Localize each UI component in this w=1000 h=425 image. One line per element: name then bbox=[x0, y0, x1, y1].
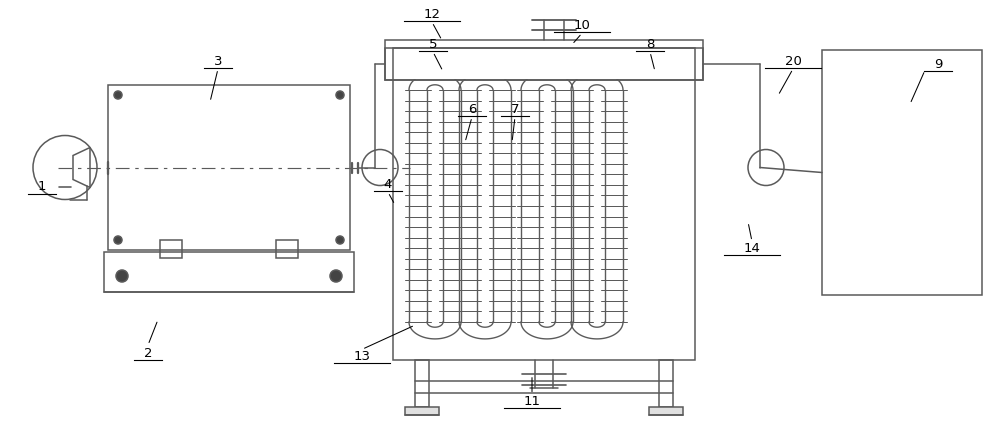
Bar bbox=[108, 85, 350, 250]
Text: 9: 9 bbox=[934, 58, 942, 71]
Bar bbox=[385, 40, 703, 80]
Text: 13: 13 bbox=[354, 350, 370, 363]
Bar bbox=[160, 240, 182, 258]
Bar bbox=[104, 252, 354, 292]
Bar bbox=[276, 240, 298, 258]
Text: 4: 4 bbox=[384, 178, 392, 191]
Text: 20: 20 bbox=[785, 55, 801, 68]
Text: 10: 10 bbox=[574, 19, 590, 32]
Text: 14: 14 bbox=[744, 242, 760, 255]
Text: 3: 3 bbox=[214, 55, 222, 68]
Text: 8: 8 bbox=[646, 38, 654, 51]
Circle shape bbox=[116, 270, 128, 282]
Bar bbox=[415, 360, 429, 407]
Text: 6: 6 bbox=[468, 103, 476, 116]
Bar bbox=[659, 360, 673, 407]
Text: 12: 12 bbox=[424, 8, 440, 21]
Circle shape bbox=[336, 236, 344, 244]
Bar bbox=[822, 50, 982, 295]
Text: 5: 5 bbox=[429, 38, 437, 51]
Bar bbox=[405, 407, 439, 415]
Circle shape bbox=[336, 91, 344, 99]
Text: 11: 11 bbox=[524, 395, 540, 408]
Text: 7: 7 bbox=[511, 103, 519, 116]
Bar bbox=[649, 407, 683, 415]
Circle shape bbox=[330, 270, 342, 282]
Bar bbox=[394, 49, 694, 79]
Bar bbox=[385, 48, 703, 80]
Text: 1: 1 bbox=[38, 181, 46, 193]
Circle shape bbox=[114, 91, 122, 99]
Text: 2: 2 bbox=[144, 347, 152, 360]
Circle shape bbox=[114, 236, 122, 244]
Bar bbox=[393, 48, 695, 360]
